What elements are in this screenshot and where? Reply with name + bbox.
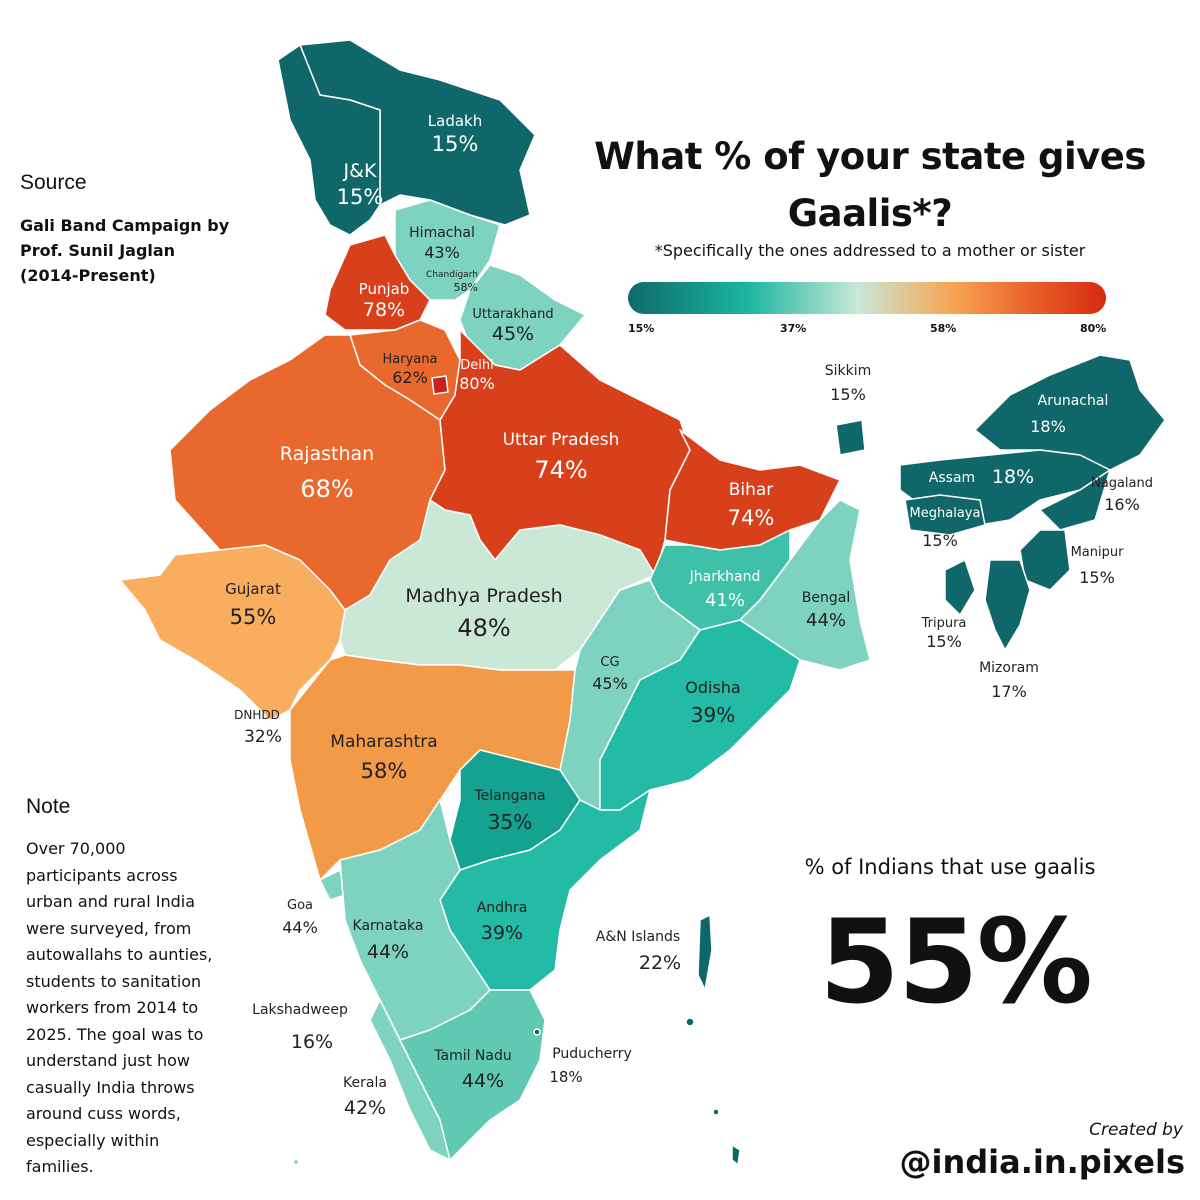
region-bengal [739, 499, 871, 671]
credit-label: Created by [1089, 1120, 1183, 1140]
region-manipur [1019, 529, 1071, 591]
label-up: Uttar Pradesh 74% [502, 430, 620, 485]
label-himachal: Himachal 43% [409, 225, 475, 262]
label-an-islands: A&N Islands 22% [595, 929, 682, 974]
label-assam: Assam [928, 470, 976, 486]
source-heading: Source [20, 171, 87, 194]
region-mizoram [984, 559, 1031, 651]
region-gujarat [119, 544, 346, 721]
region-puducherry [533, 1028, 541, 1036]
label-mp: Madhya Pradesh 48% [405, 585, 563, 642]
label-rajasthan: Rajasthan 68% [279, 443, 375, 503]
region-tripura [944, 559, 976, 616]
label-jharkhand: Jharkhand 41% [689, 569, 761, 611]
label-cg: CG 45% [592, 655, 628, 694]
label-mizoram: Mizoram 17% [979, 660, 1039, 701]
label-tripura: Tripura 15% [921, 616, 967, 652]
region-an-islands-dot2 [712, 1108, 720, 1116]
national-stat-value: 55% [819, 895, 1093, 1030]
region-delhi [431, 375, 449, 395]
credit-handle: @india.in.pixels [899, 1143, 1185, 1181]
national-stat-label: % of Indians that use gaalis [804, 855, 1096, 879]
label-maharashtra: Maharashtra 58% [330, 732, 438, 784]
label-tamilnadu: Tamil Nadu 44% [434, 1048, 512, 1092]
label-haryana: Haryana 62% [382, 352, 438, 388]
label-andhra: Andhra 39% [476, 900, 528, 944]
legend-tick-80: 80% [1080, 322, 1107, 335]
label-goa: Goa 44% [282, 898, 318, 938]
region-an-islands-dot [685, 1017, 695, 1027]
label-chandigarh: Chandigarh 58% [426, 270, 478, 295]
region-lakshadweep [292, 1158, 300, 1166]
label-delhi: Delhi 80% [459, 358, 495, 394]
source-text: Gali Band Campaign by Prof. Sunil Jaglan… [20, 216, 230, 285]
label-lakshadweep: Lakshadweep 16% [252, 1002, 348, 1053]
label-uttarakhand: Uttarakhand 45% [472, 307, 554, 346]
region-an-islands-south [731, 1144, 741, 1166]
label-ladakh: Ladakh 15% [427, 112, 483, 156]
label-bihar: Bihar 74% [727, 480, 775, 531]
region-sikkim [835, 419, 866, 456]
region-odisha [599, 619, 801, 811]
region-nagaland [1039, 469, 1111, 531]
label-gujarat: Gujarat 55% [225, 580, 281, 629]
note-heading: Note [26, 795, 71, 818]
label-kerala: Kerala 42% [343, 1075, 387, 1119]
label-telangana: Telangana 35% [474, 788, 546, 834]
region-jk [277, 44, 381, 236]
region-an-islands [697, 914, 713, 991]
label-jk: J&K 15% [336, 160, 384, 209]
label-arunachal: Arunachal 18% [1030, 393, 1109, 436]
map-subtitle: *Specifically the ones addressed to a mo… [654, 241, 1086, 260]
label-bengal: Bengal 44% [801, 590, 851, 631]
legend-color-bar [628, 282, 1106, 314]
legend-tick-58: 58% [930, 322, 957, 335]
label-meghalaya: Meghalaya 15% [909, 506, 981, 551]
label-dnhdd: DNHDD 32% [234, 708, 282, 747]
map-title: What % of your state gives Gaalis*? [594, 135, 1146, 235]
label-nagaland: Nagaland 16% [1091, 476, 1153, 515]
note-text: Over 70,000 participants across urban an… [26, 839, 213, 1176]
label-punjab: Punjab 78% [358, 280, 410, 321]
label-odisha: Odisha 39% [685, 678, 741, 727]
legend-tick-37: 37% [780, 322, 807, 335]
label-sikkim: Sikkim 15% [824, 363, 872, 404]
region-karnataka [339, 799, 491, 1041]
label-puducherry: Puducherry 18% [549, 1046, 632, 1086]
region-meghalaya [904, 494, 986, 536]
label-assam-value: 18% [991, 466, 1035, 488]
label-karnataka: Karnataka 44% [352, 918, 424, 963]
legend-tick-15: 15% [628, 322, 655, 335]
label-manipur: Manipur 15% [1070, 545, 1124, 588]
region-tamilnadu [399, 989, 546, 1161]
